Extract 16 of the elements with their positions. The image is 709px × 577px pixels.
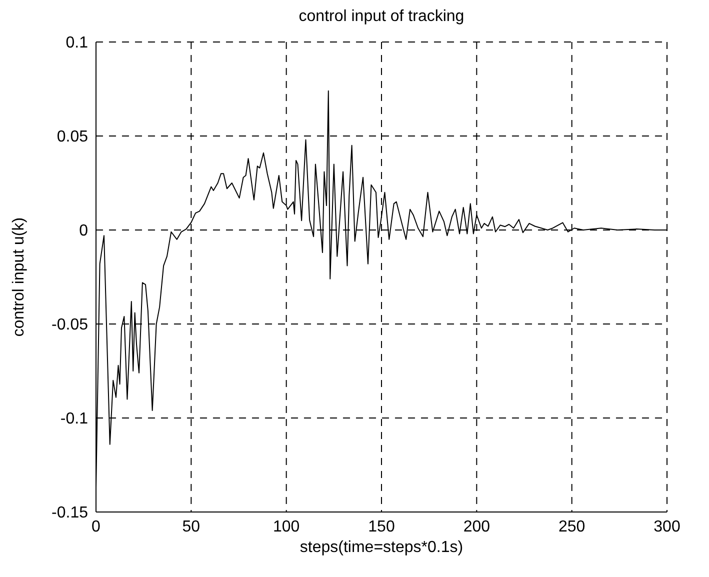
x-axis-title: steps(time=steps*0.1s) (300, 539, 464, 556)
y-tick-label: -0.1 (60, 410, 88, 428)
x-tick-label: 150 (368, 518, 395, 536)
y-axis-title: control input u(k) (10, 217, 28, 337)
x-tick-label: 250 (558, 518, 586, 536)
chart-title: control input of tracking (298, 8, 466, 26)
x-tick-label: 300 (654, 518, 680, 536)
y-tick-label: -0.15 (52, 504, 88, 522)
y-tick-label: 0.05 (56, 128, 88, 146)
y-tick-label: 0.1 (66, 34, 88, 52)
x-tick-label: 50 (182, 518, 200, 536)
x-tick-label: 0 (92, 518, 101, 536)
x-tick-label: 100 (272, 518, 300, 536)
y-tick-label: 0 (79, 222, 88, 240)
y-tick-label: -0.05 (52, 316, 88, 334)
x-tick-label: 200 (463, 518, 490, 536)
